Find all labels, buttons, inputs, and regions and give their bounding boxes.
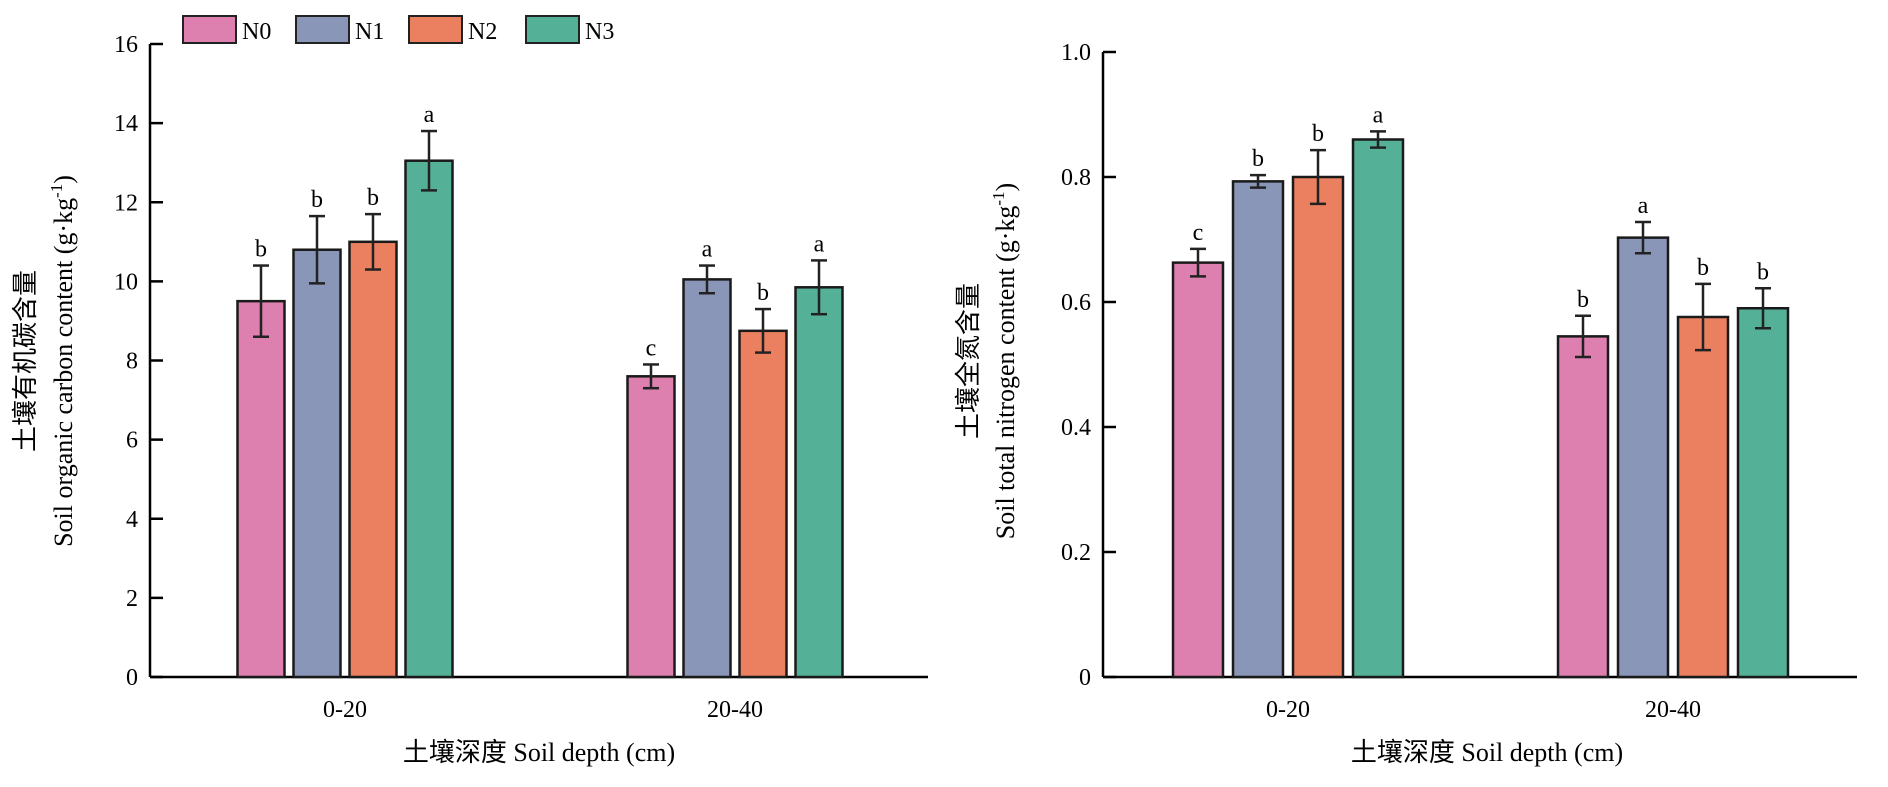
legend-label-n2: N2 bbox=[468, 19, 497, 45]
bar-n3-0-20 bbox=[404, 159, 454, 679]
significance-letter-n3-20-40: b bbox=[1757, 259, 1769, 285]
significance-letter-n0-20-40: c bbox=[646, 335, 657, 361]
x-tick-label: 20-40 bbox=[1645, 697, 1701, 723]
significance-letter-n1-0-20: b bbox=[1252, 146, 1264, 172]
error-bar-n0-20-40 bbox=[1575, 314, 1591, 359]
significance-letter-n0-20-40: b bbox=[1577, 287, 1589, 313]
bar-n2-0-20 bbox=[348, 240, 398, 679]
x-tick-label: 20-40 bbox=[707, 697, 763, 723]
x-axis-title: 土壤深度 Soil depth (cm) bbox=[1351, 738, 1623, 767]
y-tick-label: 4 bbox=[126, 507, 138, 533]
significance-letter-n3-0-20: a bbox=[424, 102, 435, 128]
legend-label-n3: N3 bbox=[585, 19, 614, 45]
error-bar-n1-20-40 bbox=[699, 264, 715, 295]
y-axis-title-cn: 土壤全氮含量 bbox=[954, 283, 983, 439]
y-tick-label: 0.4 bbox=[1061, 415, 1091, 441]
bar-n2-20-40 bbox=[1676, 315, 1730, 679]
error-bar-n1-20-40 bbox=[1635, 220, 1651, 255]
bar-n0-0-20 bbox=[1171, 261, 1225, 679]
y-axis-title-en-close: ) bbox=[49, 175, 78, 184]
y-tick-label: 0.8 bbox=[1061, 165, 1091, 191]
error-bar-n3-0-20 bbox=[421, 129, 437, 192]
bar-n2-0-20 bbox=[1291, 175, 1345, 679]
y-axis-title-en: Soil organic carbon content (g·kg-1) bbox=[47, 175, 78, 547]
y-tick-label: 6 bbox=[126, 428, 138, 454]
bar-n1-0-20 bbox=[292, 248, 342, 679]
x-axis-title: 土壤深度 Soil depth (cm) bbox=[403, 738, 675, 767]
y-axis-title-en-main: Soil total nitrogen content (g·kg bbox=[991, 206, 1020, 540]
significance-letter-n1-20-40: a bbox=[702, 237, 713, 263]
significance-letter-n3-0-20: a bbox=[1373, 102, 1384, 128]
legend-item-n0: N0 bbox=[182, 15, 271, 45]
legend: N0 N1 N2 N3 bbox=[182, 15, 614, 45]
error-bar-n0-0-20 bbox=[253, 264, 269, 339]
y-axis-title-cn: 土壤有机碳含量 bbox=[11, 270, 40, 452]
y-axis-title-en-superscript: -1 bbox=[989, 191, 1008, 205]
y-tick-label: 0 bbox=[1079, 665, 1091, 691]
bar-n0-20-40 bbox=[626, 375, 676, 679]
legend-swatch-n3 bbox=[525, 15, 580, 44]
legend-label-n0: N0 bbox=[242, 19, 271, 45]
bar-n1-0-20 bbox=[1231, 180, 1285, 679]
y-axis-title-en-close: ) bbox=[991, 183, 1020, 192]
x-tick-label: 0-20 bbox=[1266, 697, 1310, 723]
error-bar-n2-20-40 bbox=[1695, 282, 1711, 352]
significance-letter-n3-20-40: a bbox=[814, 231, 825, 257]
y-tick-label: 8 bbox=[126, 349, 138, 375]
bar-n3-20-40 bbox=[1736, 307, 1790, 679]
y-tick-label: 0 bbox=[126, 665, 138, 691]
significance-letter-n2-20-40: b bbox=[1697, 255, 1709, 281]
error-bar-n2-20-40 bbox=[755, 307, 771, 354]
bar-n1-20-40 bbox=[682, 278, 732, 679]
error-bar-n3-20-40 bbox=[1755, 287, 1771, 330]
error-bar-n0-20-40 bbox=[643, 363, 659, 390]
y-axis-title-en: Soil total nitrogen content (g·kg-1) bbox=[989, 183, 1020, 539]
bar-n1-20-40 bbox=[1616, 236, 1670, 679]
y-tick-label: 1.0 bbox=[1061, 40, 1091, 66]
significance-letter-n2-0-20: b bbox=[1312, 121, 1324, 147]
significance-letter-n1-20-40: a bbox=[1638, 193, 1649, 219]
x-tick-label: 0-20 bbox=[323, 697, 367, 723]
legend-item-n3: N3 bbox=[525, 15, 614, 45]
bar-n3-0-20 bbox=[1351, 138, 1405, 679]
significance-letter-n0-0-20: b bbox=[255, 237, 267, 263]
legend-swatch-n1 bbox=[295, 15, 350, 44]
legend-swatch-n0 bbox=[182, 15, 237, 44]
legend-label-n1: N1 bbox=[355, 19, 384, 45]
bar-n3-20-40 bbox=[794, 286, 844, 679]
soil-total-nitrogen-chart: 0 0.2 0.4 0.6 0.8 1.0 0-20 20-40 土壤深度 Soil depth… bbox=[954, 40, 1857, 767]
y-tick-label: 10 bbox=[114, 269, 138, 295]
y-tick-label: 14 bbox=[114, 111, 138, 137]
bar-n0-20-40 bbox=[1556, 335, 1610, 679]
error-bar-n3-0-20 bbox=[1370, 130, 1386, 149]
error-bar-n2-0-20 bbox=[365, 212, 381, 271]
legend-item-n1: N1 bbox=[295, 15, 384, 45]
y-tick-label: 2 bbox=[126, 586, 138, 612]
y-tick-label: 16 bbox=[114, 32, 138, 58]
y-tick-label: 0.2 bbox=[1061, 540, 1091, 566]
y-tick-label: 0.6 bbox=[1061, 290, 1091, 316]
soil-organic-carbon-chart: 0 2 4 6 8 10 12 14 16 0-20 20-40 土壤深度 Soil depth (c… bbox=[11, 32, 928, 767]
legend-swatch-n2 bbox=[408, 15, 463, 44]
error-bar-n3-20-40 bbox=[811, 259, 827, 316]
y-tick-label: 12 bbox=[114, 190, 138, 216]
bar-n2-20-40 bbox=[738, 329, 788, 679]
error-bar-n1-0-20 bbox=[1250, 173, 1266, 189]
significance-letter-n0-0-20: c bbox=[1193, 220, 1204, 246]
significance-letter-n2-0-20: b bbox=[367, 185, 379, 211]
y-axis-title-en-main: Soil organic carbon content (g·kg bbox=[49, 198, 78, 547]
significance-letter-n1-0-20: b bbox=[311, 187, 323, 213]
bar-n0-0-20 bbox=[236, 299, 286, 679]
significance-letter-n2-20-40: b bbox=[757, 280, 769, 306]
error-bar-n1-0-20 bbox=[309, 214, 325, 285]
legend-item-n2: N2 bbox=[408, 15, 497, 45]
y-axis-title-en-superscript: -1 bbox=[47, 184, 66, 198]
error-bar-n0-0-20 bbox=[1190, 247, 1206, 278]
error-bar-n2-0-20 bbox=[1310, 148, 1326, 206]
